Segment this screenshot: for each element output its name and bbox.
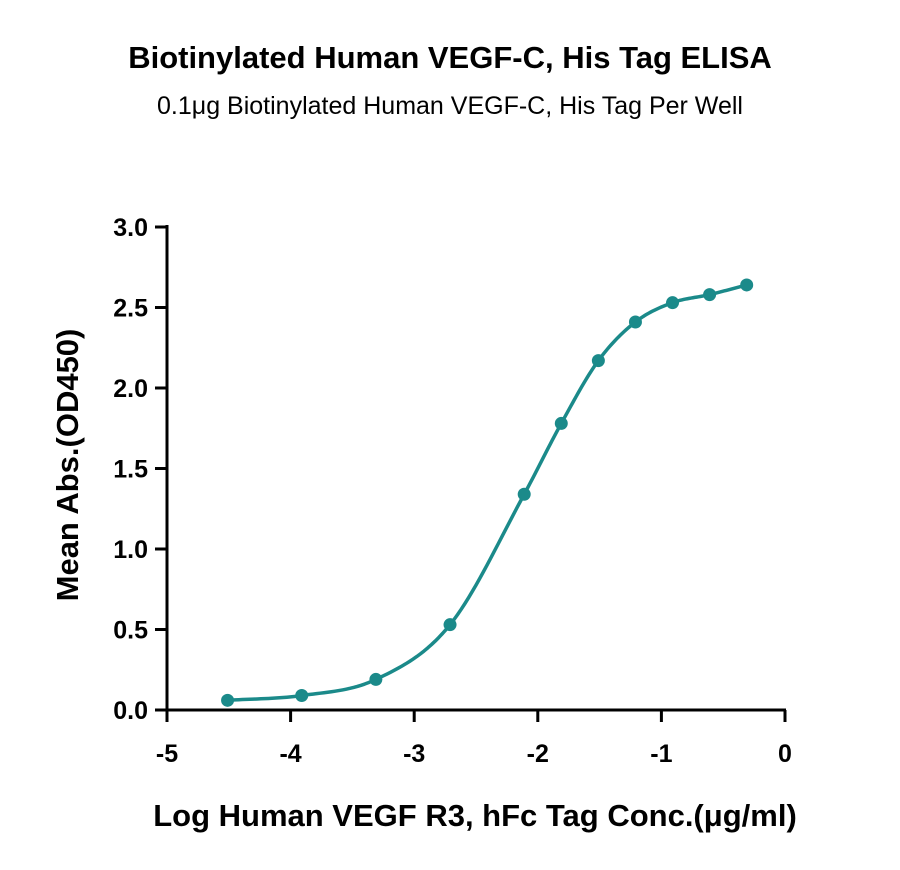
x-tick-label: -4 xyxy=(279,740,301,768)
chart-title: Biotinylated Human VEGF-C, His Tag ELISA xyxy=(128,40,772,75)
y-axis: 0.0 0.5 1.0 1.5 2.0 2.5 3.0 xyxy=(113,214,169,725)
data-point xyxy=(591,354,605,368)
x-axis: -5 -4 -3 -2 -1 0 xyxy=(156,708,792,768)
data-point xyxy=(740,278,754,292)
x-axis-label: Log Human VEGF R3, hFc Tag Conc.(μg/ml) xyxy=(153,798,797,833)
data-point xyxy=(517,487,531,501)
x-tick-label: -2 xyxy=(527,740,549,768)
data-point xyxy=(703,288,717,302)
data-point xyxy=(443,618,457,632)
y-tick-label: 3.0 xyxy=(113,214,148,242)
data-point xyxy=(554,416,568,430)
y-tick-label: 2.0 xyxy=(113,375,148,403)
data-point xyxy=(369,672,383,686)
x-tick-label: -1 xyxy=(650,740,672,768)
x-tick-label: -3 xyxy=(403,740,425,768)
fitted-curve xyxy=(225,283,749,703)
y-tick-label: 2.5 xyxy=(113,295,148,323)
y-axis-label: Mean Abs.(OD450) xyxy=(50,329,85,602)
data-point xyxy=(666,296,680,310)
y-tick-label: 0.0 xyxy=(113,697,148,725)
x-tick-label: 0 xyxy=(778,740,792,768)
y-tick-label: 1.5 xyxy=(113,456,148,484)
series-layer xyxy=(221,278,754,707)
data-point xyxy=(295,689,309,703)
x-ticks: -5 -4 -3 -2 -1 0 xyxy=(156,710,792,768)
y-tick-label: 0.5 xyxy=(113,617,148,645)
y-tick-label: 1.0 xyxy=(113,536,148,564)
data-point xyxy=(221,693,235,707)
y-ticks: 0.0 0.5 1.0 1.5 2.0 2.5 3.0 xyxy=(113,214,167,725)
x-tick-label: -5 xyxy=(156,740,178,768)
data-point xyxy=(628,315,642,329)
chart-subtitle: 0.1μg Biotinylated Human VEGF-C, His Tag… xyxy=(157,92,743,120)
